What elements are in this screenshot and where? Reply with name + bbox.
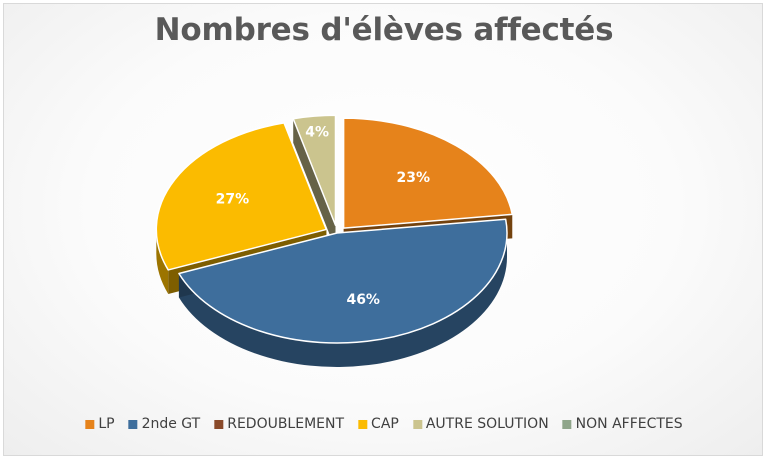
- pie-slice-cap[interactable]: [155, 122, 328, 271]
- pie-slice-side: [156, 229, 169, 294]
- data-label: 4%: [305, 124, 329, 140]
- legend-swatch: [214, 419, 224, 429]
- legend-item[interactable]: LP: [85, 416, 115, 432]
- pie-slice-lp[interactable]: [342, 117, 514, 229]
- legend-swatch: [85, 419, 95, 429]
- legend-item[interactable]: AUTRE SOLUTION: [412, 416, 549, 432]
- chart-title: Nombres d'élèves affectés: [154, 12, 614, 48]
- legend-label: NON AFFECTES: [575, 416, 683, 432]
- legend: LP 2nde GT REDOUBLEMENT CAP AUTRE SOLUTION NO…: [75, 414, 692, 434]
- data-label: 46%: [346, 292, 380, 308]
- legend-swatch: [358, 419, 368, 429]
- legend-label: CAP: [371, 416, 399, 432]
- legend-item[interactable]: NON AFFECTES: [562, 416, 683, 432]
- legend-label: 2nde GT: [141, 416, 201, 432]
- legend-label: REDOUBLEMENT: [227, 416, 345, 432]
- legend-item[interactable]: 2nde GT: [128, 416, 201, 432]
- pie-slice-2nde-gt[interactable]: [178, 218, 508, 344]
- data-label: 27%: [216, 191, 250, 207]
- legend-item[interactable]: REDOUBLEMENT: [214, 416, 344, 432]
- legend-swatch: [128, 419, 138, 429]
- legend-item[interactable]: CAP: [358, 416, 399, 432]
- pie-slice-autre-solution[interactable]: [292, 114, 337, 227]
- legend-swatch: [412, 419, 422, 429]
- data-label: 23%: [397, 170, 431, 186]
- pie-slice-side: [178, 233, 508, 367]
- legend-label: AUTRE SOLUTION: [425, 416, 549, 432]
- pie-slice-wall: [293, 118, 336, 250]
- legend-label: LP: [98, 416, 115, 432]
- legend-swatch: [562, 419, 572, 429]
